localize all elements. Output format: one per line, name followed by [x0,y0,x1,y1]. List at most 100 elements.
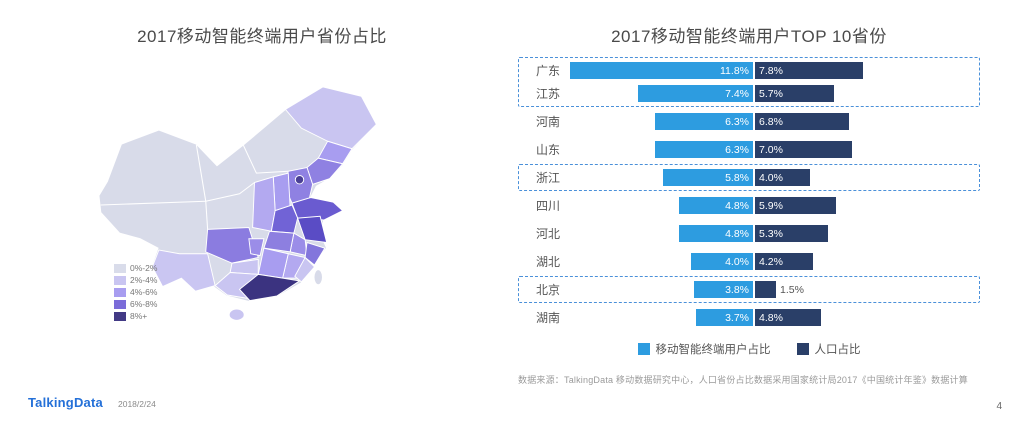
legend-label: 0%-2% [130,263,158,273]
user-share-bar-slot: 4.8% [569,225,753,242]
user-share-value: 4.8% [725,199,749,212]
chart-legend-item: 人口占比 [796,341,861,357]
row-group: 河南 6.3% 6.8% [518,108,980,135]
population-share-bar: 4.8% [755,309,821,326]
province-henan [270,204,299,234]
user-share-value: 3.7% [725,311,749,324]
province-jiangsu [296,215,328,244]
population-share-value: 7.0% [759,143,783,156]
user-share-bar-slot: 6.3% [569,141,753,158]
chart-row: 山东 6.3% 7.0% [523,138,975,161]
province-label: 广东 [535,64,560,78]
map-panel: 2017移动智能终端用户省份占比 [42,22,482,365]
population-share-bar-slot: 7.0% [753,141,975,158]
map-legend-item: 6%-8% [114,299,157,309]
population-share-value: 6.8% [759,115,783,128]
population-share-bar-slot: 7.8% [753,62,975,79]
province-label: 湖南 [535,311,560,325]
province-liaoning [306,157,344,185]
map-legend-item: 8%+ [114,311,157,321]
population-share-bar-slot: 5.7% [753,85,975,102]
population-share-value: 4.0% [759,171,783,184]
province-label: 湖北 [535,255,560,269]
legend-label: 4%-6% [130,287,158,297]
population-share-bar-slot: 1.5% [753,281,975,298]
population-share-value: 4.2% [759,255,783,268]
user-share-value: 5.8% [725,171,749,184]
map-title: 2017移动智能终端用户省份占比 [137,27,387,46]
population-share-bar: 5.7% [755,85,834,102]
map-legend-item: 2%-4% [114,275,157,285]
legend-swatch [637,343,650,355]
population-share-bar-slot: 4.2% [753,253,975,270]
province-heilongjiang [284,86,377,150]
province-label: 河北 [535,227,560,241]
bar-chart-rows: 广东 11.8% 7.8% 江苏 7.4% 5.7% 河南 6.3% 6.8% 山东 6.3% 7.0… [518,57,980,331]
user-share-bar-slot: 11.8% [569,62,753,79]
province-label: 山东 [535,143,560,157]
population-share-bar-slot: 4.8% [753,309,975,326]
user-share-bar: 4.8% [679,225,753,242]
user-share-bar: 4.8% [679,197,753,214]
population-share-bar: 5.3% [755,225,828,242]
population-share-value: 4.8% [759,311,783,324]
user-share-value: 4.0% [725,255,749,268]
population-share-bar-slot: 4.0% [753,169,975,186]
chart-row: 北京 3.8% 1.5% [523,278,975,301]
user-share-bar: 3.8% [694,281,753,298]
population-share-bar: 4.2% [755,253,813,270]
province-shapes [151,86,377,321]
user-share-bar-slot: 7.4% [569,85,753,102]
legend-swatch [114,287,126,297]
footer-date: 2018/2/24 [118,399,156,409]
population-share-bar: 6.8% [755,113,849,130]
legend-label: 6%-8% [130,299,158,309]
chart-row: 四川 4.8% 5.9% [523,194,975,217]
legend-swatch [114,275,126,285]
province-label: 江苏 [535,87,560,101]
province-label: 河南 [535,115,560,129]
province-label: 北京 [535,283,560,297]
map-legend: 0%-2% 2%-4% 4%-6% 6%-8% 8%+ [114,263,157,321]
province-shanxi [272,172,291,212]
map-legend-item: 4%-6% [114,287,157,297]
chart-row: 江苏 7.4% 5.7% [523,82,975,105]
province-shaanxi [252,176,276,232]
province-hubei [263,230,295,253]
row-group: 湖北 4.0% 4.2% [518,248,980,275]
chart-row: 广东 11.8% 7.8% [523,59,975,82]
population-share-value: 5.9% [759,199,783,212]
chart-row: 湖北 4.0% 4.2% [523,250,975,273]
user-share-value: 3.8% [725,283,749,296]
user-share-bar: 4.0% [691,253,753,270]
province-chongqing [248,238,265,257]
legend-label: 2%-4% [130,275,158,285]
user-share-value: 6.3% [725,115,749,128]
user-share-bar: 11.8% [570,62,753,79]
population-share-bar-slot: 5.3% [753,225,975,242]
user-share-bar-slot: 3.7% [569,309,753,326]
population-share-bar: 4.0% [755,169,810,186]
user-share-bar-slot: 5.8% [569,169,753,186]
user-share-value: 11.8% [720,64,749,77]
province-beijing [294,175,305,185]
province-hainan [228,308,245,321]
map-legend-item: 0%-2% [114,263,157,273]
china-map-svg [98,86,378,321]
user-share-value: 6.3% [725,143,749,156]
china-map-container: 0%-2% 2%-4% 4%-6% 6%-8% 8%+ [42,55,482,365]
user-share-bar-slot: 4.8% [569,197,753,214]
user-share-value: 4.8% [725,227,749,240]
user-share-bar-slot: 6.3% [569,113,753,130]
province-zhejiang [304,241,326,266]
user-share-bar-slot: 4.0% [569,253,753,270]
row-group: 四川 4.8% 5.9% [518,192,980,219]
bar-chart-legend: 移动智能终端用户占比 人口占比 [518,341,980,357]
legend-swatch [114,311,126,321]
user-share-value: 7.4% [725,87,749,100]
legend-swatch [796,343,809,355]
chart-row: 浙江 5.8% 4.0% [523,166,975,189]
highlight-group: 北京 3.8% 1.5% [518,276,980,303]
province-taiwan [313,269,323,286]
bar-chart-title: 2017移动智能终端用户TOP 10省份 [611,27,887,46]
